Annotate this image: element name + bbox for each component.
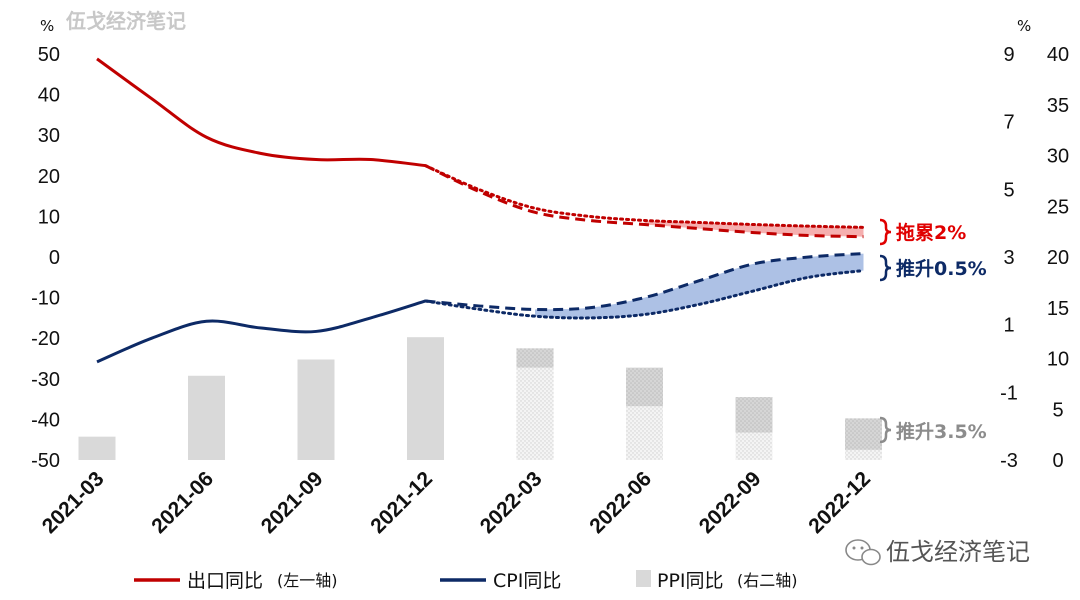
legend: 出口同比 (左一轴) CPI同比 PPI同比 (右二轴) [134, 570, 798, 592]
scenario-fills [535, 220, 864, 318]
x-tick-label: 2022-06 [585, 467, 656, 538]
ppi-bar-upper [626, 367, 663, 407]
wechat-icon [845, 539, 881, 566]
watermark-bottom-text: 伍戈经济笔记 [886, 538, 1030, 566]
ppi-bar-lower [845, 449, 882, 460]
right2-tick-label: 30 [1047, 146, 1069, 168]
export-line-actual [96, 57, 426, 168]
right1-tick-label: -1 [1000, 382, 1018, 404]
ppi-bar-upper [516, 348, 554, 368]
right2-tick-label: 0 [1052, 450, 1063, 472]
right-axis-1-ticks: 9 7 5 3 1 -1 -3 [1000, 44, 1018, 472]
cpi-line-forecast-dotted [424, 269, 865, 320]
left-tick-label: -10 [31, 288, 60, 310]
ppi-bar-upper [735, 397, 773, 433]
x-tick-label: 2021-06 [147, 467, 218, 538]
ppi-bars [78, 337, 882, 460]
legend-ppi-note: (右二轴) [737, 571, 798, 590]
x-axis-ticks: 2021-03 2021-06 2021-09 2021-12 2022-03 2022-… [38, 467, 875, 538]
right1-tick-label: -3 [1000, 450, 1018, 472]
export-gap-fill [644, 220, 864, 237]
x-tick-label: 2022-03 [476, 467, 547, 538]
right2-tick-label: 40 [1047, 44, 1069, 66]
annotation-ppi: 推升3.5% [879, 416, 987, 444]
right-axis-unit: % [1017, 17, 1031, 35]
legend-export-note: (左一轴) [277, 571, 338, 590]
right1-tick-label: 7 [1003, 112, 1014, 134]
left-tick-label: 40 [38, 85, 60, 107]
right2-tick-label: 5 [1052, 399, 1063, 421]
right2-tick-label: 10 [1047, 349, 1069, 371]
right1-tick-label: 9 [1003, 44, 1014, 66]
left-tick-label: 0 [49, 247, 60, 269]
cpi-gap-fill [535, 253, 864, 318]
ppi-bar [78, 436, 116, 460]
export-brace [879, 218, 892, 246]
cpi-lift-label: 推升0.5% [896, 257, 987, 280]
ppi-lift-label: 推升3.5% [896, 420, 987, 443]
left-tick-label: 30 [38, 125, 60, 147]
x-tick-label: 2021-12 [366, 467, 437, 538]
right2-tick-label: 20 [1047, 247, 1069, 269]
ppi-bar [407, 337, 444, 460]
left-tick-label: -50 [31, 450, 60, 472]
left-tick-label: 20 [38, 166, 60, 188]
cpi-brace [879, 254, 892, 282]
ppi-brace [879, 416, 892, 444]
annotation-cpi: 推升0.5% [879, 254, 987, 282]
ppi-bar [188, 375, 225, 460]
left-tick-label: 50 [38, 44, 60, 66]
ppi-bar-lower [735, 432, 773, 460]
left-tick-label: -40 [31, 409, 60, 431]
ppi-bar-lower [516, 367, 554, 460]
x-tick-label: 2021-03 [38, 467, 109, 538]
watermark-top: 伍戈经济笔记 [65, 9, 186, 33]
series-lines [96, 57, 865, 364]
export-drag-label: 拖累2% [896, 221, 966, 244]
right2-tick-label: 35 [1047, 95, 1069, 117]
left-tick-label: -20 [31, 328, 60, 350]
ppi-bar-upper [845, 418, 882, 450]
cpi-line-forecast-dashed [425, 252, 864, 312]
legend-ppi-label: PPI同比 [657, 570, 724, 592]
right2-tick-label: 15 [1047, 298, 1069, 320]
watermark-bottom: 伍戈经济笔记 [845, 538, 1030, 566]
left-axis-ticks: 50 40 30 20 10 0 -10 -20 -30 -40 -50 [31, 44, 60, 472]
legend-ppi-swatch [636, 570, 651, 587]
right-axis-2-ticks: 40 35 30 25 20 15 10 5 0 [1047, 44, 1069, 472]
ppi-bar [297, 359, 335, 460]
annotation-export: 拖累2% [879, 218, 966, 246]
right1-tick-label: 5 [1003, 179, 1014, 201]
right2-tick-label: 25 [1047, 196, 1069, 218]
export-line-forecast-dotted [424, 164, 865, 229]
x-tick-label: 2022-12 [804, 467, 875, 538]
left-tick-label: -30 [31, 369, 60, 391]
left-axis-unit: % [40, 17, 54, 35]
legend-export-label: 出口同比 [187, 570, 263, 592]
export-line-forecast-dashed [424, 164, 864, 239]
right1-tick-label: 3 [1003, 247, 1014, 269]
x-tick-label: 2021-09 [257, 467, 328, 538]
cpi-line-actual [96, 299, 426, 364]
left-tick-label: 10 [38, 206, 60, 228]
legend-cpi-label: CPI同比 [493, 570, 561, 592]
right1-tick-label: 1 [1003, 315, 1014, 337]
ppi-bar-lower [626, 406, 663, 460]
x-tick-label: 2022-09 [695, 467, 766, 538]
watermark-top-text: 伍戈经济笔记 [65, 9, 186, 33]
